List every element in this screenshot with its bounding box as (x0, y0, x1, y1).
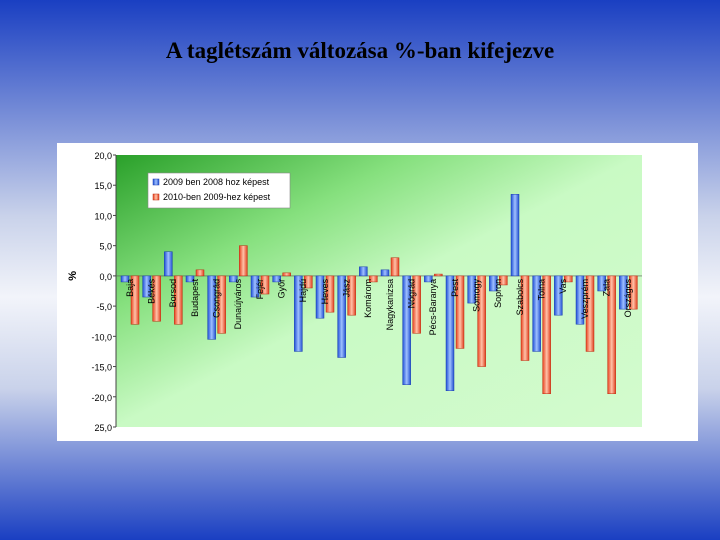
bar-series1 (597, 275, 606, 292)
bar-series1 (120, 275, 130, 283)
category-label: Pest (450, 278, 460, 297)
category-label: Heves (320, 278, 330, 304)
bar-series2 (607, 275, 616, 395)
bar-series1 (424, 275, 433, 283)
category-label: Vas (558, 278, 568, 293)
category-label: Győr (277, 279, 287, 299)
category-label: Veszprém (580, 279, 590, 319)
y-tick-label: 20,0 (94, 151, 112, 161)
category-label: Jász (342, 278, 352, 297)
legend-box (147, 172, 291, 209)
category-label: Baja (125, 279, 135, 297)
category-label: Somogy (472, 278, 482, 312)
bar-series1 (532, 275, 541, 352)
category-label: Tolna (537, 279, 547, 301)
y-tick-label: 5,0 (99, 242, 112, 252)
bar-series1 (554, 275, 563, 316)
bar-series1 (510, 194, 520, 277)
bar-series2 (477, 275, 486, 367)
bar-series2 (629, 275, 638, 310)
category-label: Zala (602, 279, 612, 297)
legend-label: 2010-ben 2009-hez képest (163, 192, 271, 202)
category-label: Nagykanizsa (385, 279, 395, 331)
bar-series1 (619, 275, 628, 310)
bar-series2 (282, 272, 291, 277)
bar-series2 (152, 275, 161, 322)
bar-series2 (542, 275, 551, 395)
y-tick-label: 10,0 (94, 211, 112, 221)
bar-series1 (575, 275, 585, 325)
bar-chart: 20,0 15,0 10,0 5,0 0,0 -5,0 -10,0 -15,0 -20,0 25,… (67, 151, 642, 433)
bar-series2 (239, 245, 248, 277)
category-label: Hajdú (298, 279, 308, 303)
category-label: Békés (147, 278, 157, 304)
y-tick-label: -5,0 (96, 302, 112, 312)
bar-series2 (455, 275, 465, 349)
category-label: Csongrád (212, 279, 222, 318)
category-label: Pécs-Baranya (428, 279, 438, 336)
y-tick-label: -10,0 (91, 332, 112, 342)
bar-series1 (359, 266, 368, 277)
bar-series2 (434, 273, 443, 277)
bar-series1 (207, 275, 216, 340)
category-label: Sopron (493, 279, 503, 308)
legend-swatch (152, 193, 160, 201)
bar-series2 (347, 275, 356, 316)
y-tick-label: 0,0 (99, 272, 112, 282)
bar-series1 (315, 275, 325, 319)
bar-series2 (585, 275, 595, 352)
legend-label: 2009 ben 2008 hoz képest (163, 177, 270, 187)
bar-series1 (185, 275, 195, 283)
category-label: Komárom (363, 279, 373, 318)
bar-series2 (195, 269, 205, 277)
y-tick-label: -20,0 (91, 393, 112, 403)
category-label: Fejér (255, 279, 265, 300)
bar-series2 (564, 275, 573, 283)
bar-series2 (520, 275, 530, 361)
y-tick-label: 25,0 (94, 423, 112, 433)
category-label: Szabolcs (515, 278, 525, 315)
bar-series2 (130, 275, 140, 325)
bar-series1 (402, 275, 411, 385)
bar-series1 (467, 275, 476, 304)
category-label: Borsod (168, 279, 178, 308)
category-label: Budapest (190, 278, 200, 317)
bar-series1 (272, 275, 281, 283)
category-label: Dunaújváros (233, 278, 243, 329)
bar-series2 (325, 275, 335, 313)
bar-series2 (369, 275, 378, 283)
bar-series1 (489, 275, 498, 292)
bar-series1 (164, 251, 173, 277)
category-label: Nógrád (407, 279, 417, 309)
bar-series2 (390, 257, 400, 277)
bar-series2 (217, 275, 226, 334)
bar-series2 (499, 275, 508, 286)
bar-series1 (445, 275, 455, 391)
bar-series2 (304, 275, 313, 289)
bar-series1 (380, 269, 390, 277)
bar-series1 (294, 275, 303, 352)
bar-series1 (142, 275, 151, 298)
y-tick-label: 15,0 (94, 181, 112, 191)
legend-swatch (152, 178, 160, 186)
bar-series1 (229, 275, 238, 283)
slide-title: A taglétszám változása %-ban kifejezve (165, 38, 555, 63)
bar-series1 (250, 275, 260, 298)
bar-series2 (260, 275, 270, 295)
bar-series2 (412, 275, 421, 334)
category-label: Országos (623, 278, 633, 317)
bar-series1 (337, 275, 346, 358)
chart-panel: 20,0 15,0 10,0 5,0 0,0 -5,0 -10,0 -15,0 -20,0 25,… (57, 143, 698, 441)
bar-series2 (174, 275, 183, 325)
y-tick-label: -15,0 (91, 363, 112, 373)
y-axis-label: % (67, 271, 79, 281)
